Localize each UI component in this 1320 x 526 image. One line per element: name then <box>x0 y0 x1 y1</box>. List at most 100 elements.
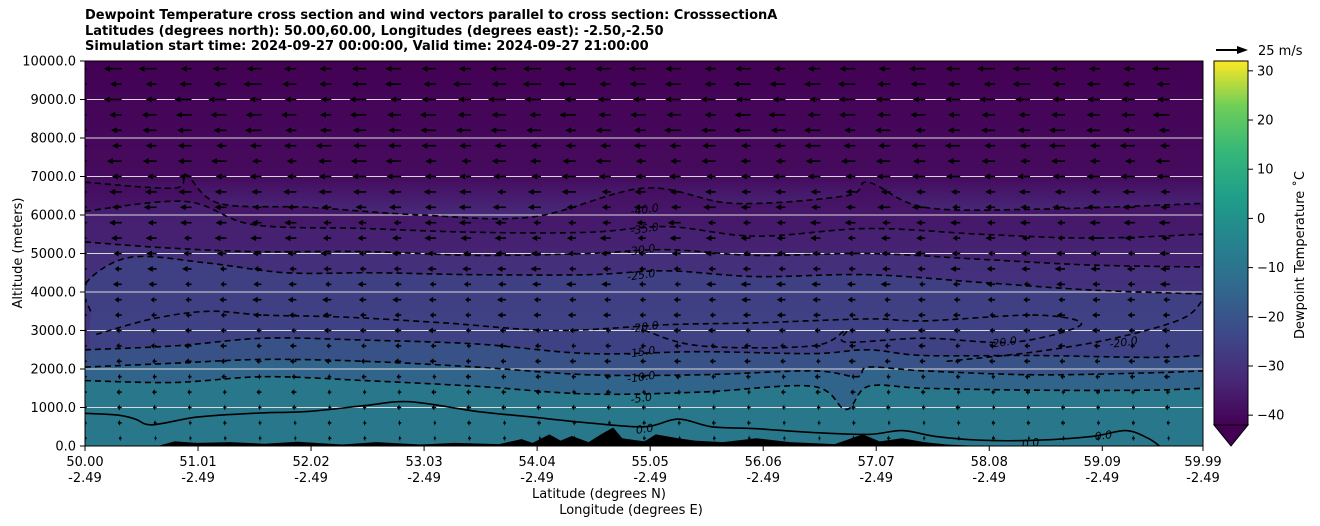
wind-vector <box>152 373 157 380</box>
wind-vector <box>734 111 751 118</box>
wind-vector <box>419 111 437 118</box>
wind-scale-key: 25 m/s <box>1216 44 1303 59</box>
wind-vector <box>388 127 402 134</box>
wind-vector <box>1024 373 1031 380</box>
wind-vector <box>569 296 576 303</box>
wind-vector <box>1018 188 1031 195</box>
wind-vector <box>875 96 891 103</box>
wind-vector <box>807 173 821 180</box>
wind-vector <box>387 111 402 118</box>
wind-vector <box>458 204 472 211</box>
wind-vector <box>812 296 821 303</box>
wind-vector <box>986 265 996 272</box>
wind-vector <box>215 173 227 180</box>
wind-vector <box>522 81 541 88</box>
wind-vector <box>424 235 437 242</box>
contour-label: 0.0 <box>1021 436 1040 451</box>
title-line-3: Simulation start time: 2024-09-27 00:00:… <box>85 39 649 54</box>
wind-vector <box>428 296 437 303</box>
wind-vector <box>1020 250 1031 257</box>
wind-vector <box>1024 342 1031 349</box>
wind-vector <box>461 158 472 165</box>
wind-vector <box>384 81 402 88</box>
wind-vector <box>431 404 437 411</box>
wind-vector <box>632 96 646 103</box>
wind-vector <box>394 327 402 334</box>
x-axis-label-2: Longitude (degrees E) <box>559 503 703 518</box>
wind-vector <box>531 173 541 180</box>
wind-vector <box>843 142 856 149</box>
x-tick-lat: 56.06 <box>745 455 782 470</box>
wind-vector <box>138 65 157 72</box>
wind-vector <box>664 127 681 134</box>
wind-vector <box>256 327 262 334</box>
wind-vector <box>953 296 961 303</box>
wind-vector <box>1058 296 1065 303</box>
wind-vector <box>109 81 122 88</box>
wind-vector <box>852 419 856 426</box>
wind-vector <box>527 204 541 211</box>
wind-vector <box>150 327 157 334</box>
wind-vector <box>1054 188 1065 195</box>
wind-vector <box>463 281 472 288</box>
wind-vector <box>116 327 122 334</box>
wind-vector <box>181 265 192 272</box>
wind-vector <box>595 158 611 165</box>
wind-vector <box>533 219 541 226</box>
wind-vector <box>289 358 297 365</box>
wind-vector <box>1015 96 1031 103</box>
wind-vector <box>289 265 297 272</box>
wind-vector <box>537 419 541 426</box>
wind-vector <box>352 188 367 195</box>
wind-vector <box>673 296 681 303</box>
wind-scale-label: 25 m/s <box>1258 44 1303 59</box>
wind-vector <box>394 281 402 288</box>
wind-vector <box>669 235 681 242</box>
wind-vector <box>639 312 646 319</box>
wind-vector <box>665 96 681 103</box>
wind-vector <box>1057 327 1065 334</box>
wind-vector <box>117 404 122 411</box>
wind-vector <box>742 219 751 226</box>
wind-vector <box>776 296 786 303</box>
wind-vector <box>912 173 926 180</box>
wind-vector <box>503 435 506 442</box>
wind-vector <box>602 219 611 226</box>
wind-vector <box>742 312 751 319</box>
y-tick-label: 9000.0 <box>31 93 77 108</box>
wind-vector <box>671 204 681 211</box>
wind-vector <box>670 158 681 165</box>
wind-vector <box>147 265 157 272</box>
wind-vector <box>880 235 891 242</box>
wind-vector <box>776 235 786 242</box>
wind-vector <box>429 312 437 319</box>
wind-vector <box>564 65 576 72</box>
wind-vector <box>458 96 472 103</box>
wind-vector <box>359 265 367 272</box>
wind-vector <box>983 81 996 88</box>
wind-vector <box>639 281 646 288</box>
wind-vector <box>782 404 786 411</box>
wind-vector <box>1052 81 1065 88</box>
wind-vector <box>1162 312 1170 319</box>
wind-vector <box>876 173 891 180</box>
wind-vector <box>640 342 646 349</box>
wind-vector <box>145 142 157 149</box>
wind-vector <box>783 435 786 442</box>
wind-vector <box>283 65 297 72</box>
wind-vector <box>977 65 996 72</box>
wind-vector <box>1092 312 1100 319</box>
wind-vector <box>361 373 367 380</box>
wind-vector <box>522 65 541 72</box>
wind-vector <box>987 219 996 226</box>
wind-vector <box>219 296 227 303</box>
wind-vector <box>398 419 402 426</box>
wind-vector <box>110 235 122 242</box>
wind-vector <box>458 219 472 226</box>
wind-vector <box>432 373 437 380</box>
colorbar-tick-label: 10 <box>1257 163 1274 178</box>
wind-vector <box>152 389 157 396</box>
wind-vector <box>1095 373 1100 380</box>
wind-vector <box>429 358 437 365</box>
wind-vector <box>386 173 402 180</box>
